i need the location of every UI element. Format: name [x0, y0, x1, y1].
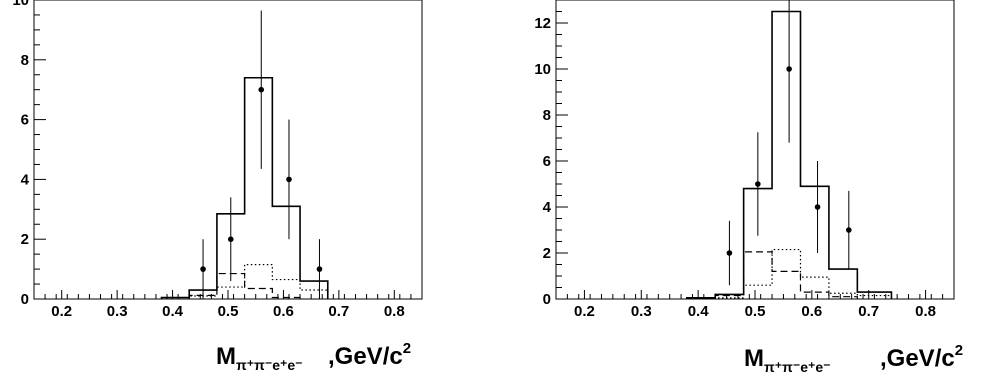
right-xtick-label: 0.7 [858, 303, 879, 320]
right-plot-area [685, 0, 893, 299]
left-data-point [227, 236, 234, 242]
right-ytick-label: 6 [543, 153, 551, 170]
left-xtick-label: 0.8 [384, 303, 405, 320]
left-xaxis-title-subscript: π⁺π⁻e⁺e⁻ [236, 357, 303, 373]
left-xaxis-title-unit-sup: 2 [403, 340, 411, 357]
right-xtick-label: 0.6 [801, 303, 822, 320]
right-xtick-label: 0.8 [915, 303, 936, 320]
left-plot-area [160, 10, 329, 299]
right-histogram-dashed [714, 251, 858, 299]
right-ytick-label: 12 [534, 15, 551, 32]
left-axes: 0 2 4 6 8 10 0.2 0.3 0.4 0.5 0.6 0.7 0.8 [12, 0, 423, 320]
right-xtick-label: 0.5 [745, 303, 766, 320]
right-xaxis-title-main: M [744, 345, 764, 372]
right-panel: 0 2 4 6 8 10 12 0.2 0.3 0.4 0.5 0.6 0.7 0.8 Mπ⁺π⁻e⁺e⁻… [534, 0, 963, 375]
left-xtick-label: 0.3 [107, 303, 128, 320]
right-xaxis-title: Mπ⁺π⁻e⁺e⁻ ,GeV/c2 [744, 342, 963, 375]
left-data-point [316, 266, 323, 272]
right-data-point [786, 66, 792, 72]
right-xtick-label: 0.3 [631, 303, 652, 320]
right-data-point [755, 181, 761, 187]
left-xaxis-title-main: M [216, 343, 236, 370]
right-axes: 0 2 4 6 8 10 12 0.2 0.3 0.4 0.5 0.6 0.7 0.8 [534, 0, 955, 320]
left-data-point [200, 266, 206, 272]
right-xaxis-title-unit: ,GeV/c [880, 345, 955, 372]
left-ytick-label: 4 [21, 171, 30, 188]
right-data-point [814, 204, 821, 210]
left-xtick-label: 0.4 [162, 303, 184, 320]
right-ytick-label: 8 [543, 107, 551, 124]
right-xtick-label: 0.4 [688, 303, 710, 320]
right-xtick-label: 0.2 [574, 303, 595, 320]
left-xtick-label: 0.5 [218, 303, 239, 320]
right-ytick-label: 10 [534, 61, 551, 78]
left-ytick-label: 0 [21, 291, 29, 308]
left-xtick-label: 0.2 [51, 303, 72, 320]
left-xtick-label: 0.7 [328, 303, 349, 320]
right-ytick-label: 0 [543, 291, 551, 308]
right-histogram-dotted [714, 248, 893, 299]
right-ytick-label: 2 [543, 245, 551, 262]
left-xaxis-title: Mπ⁺π⁻e⁺e⁻ ,GeV/c2 [216, 340, 411, 373]
left-panel: 0 2 4 6 8 10 0.2 0.3 0.4 0.5 0.6 0.7 0.8 Mπ⁺π⁻e⁺e⁻ ,G… [12, 0, 423, 373]
left-data-point [258, 86, 265, 93]
right-ytick-label: 4 [543, 199, 552, 216]
left-xtick-label: 0.6 [273, 303, 294, 320]
right-data-point [726, 250, 733, 256]
left-xaxis-title-unit: ,GeV/c [328, 343, 403, 370]
left-data-point [286, 176, 292, 183]
right-data-point [846, 227, 852, 233]
left-ytick-label: 10 [12, 0, 29, 9]
right-xaxis-title-subscript: π⁺π⁻e⁺e⁻ [764, 359, 831, 375]
right-xaxis-title-unit-sup: 2 [955, 342, 963, 359]
left-ytick-label: 8 [21, 52, 29, 69]
right-plot-frame [555, 0, 955, 300]
left-plot-frame [33, 0, 423, 300]
left-ytick-label: 2 [21, 231, 29, 248]
left-ytick-label: 6 [21, 112, 29, 129]
